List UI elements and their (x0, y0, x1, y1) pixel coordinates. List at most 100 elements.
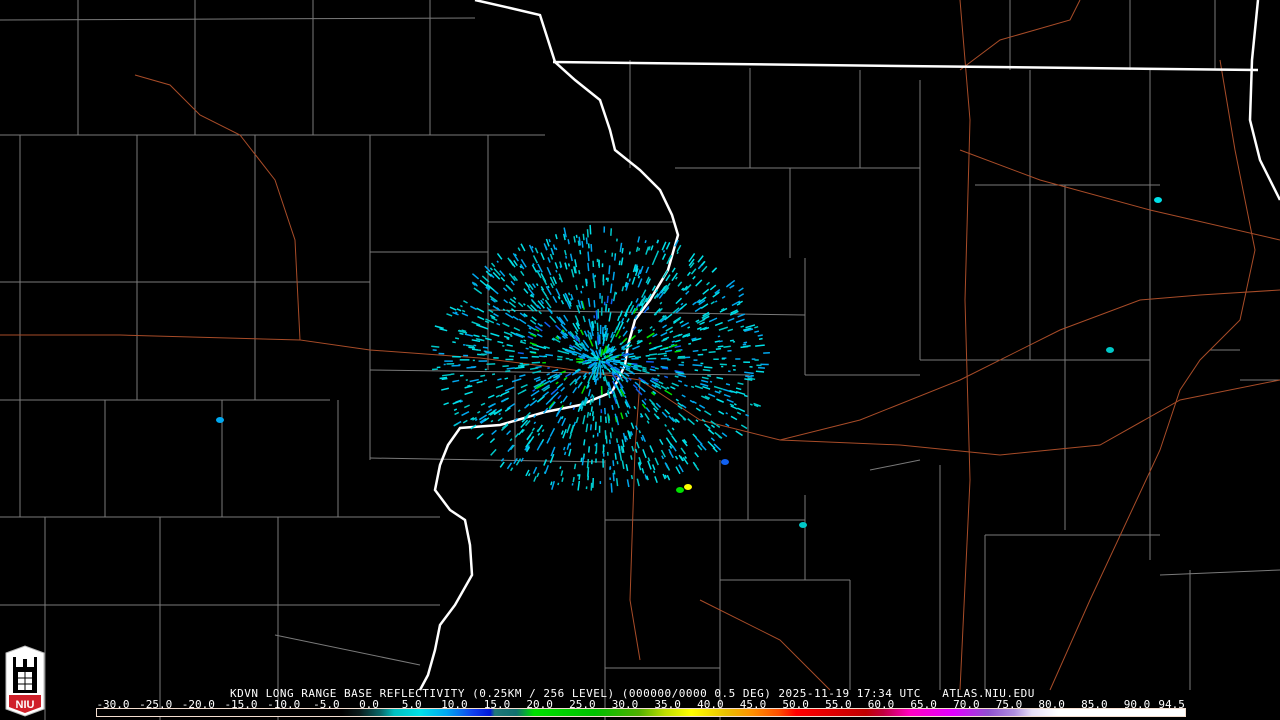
echo (664, 474, 668, 479)
echo (490, 448, 497, 456)
echo (493, 268, 501, 277)
echo (613, 326, 618, 334)
echo (622, 337, 628, 343)
echo (567, 292, 571, 296)
echo (671, 435, 678, 443)
echo (528, 283, 534, 291)
echo (580, 406, 584, 412)
echo (653, 382, 658, 386)
echo (563, 314, 569, 322)
echo (620, 412, 624, 420)
echo (552, 276, 558, 285)
echo (634, 268, 639, 276)
echo (710, 420, 717, 426)
echo (682, 285, 688, 292)
echo (625, 352, 634, 357)
echo (646, 278, 652, 285)
echo (652, 407, 658, 413)
echo (738, 300, 744, 305)
echo (692, 301, 697, 306)
echo (651, 377, 657, 381)
echo (668, 415, 675, 423)
echo (489, 411, 496, 416)
echo (540, 379, 547, 384)
echo (441, 387, 449, 391)
echo (514, 366, 525, 370)
echo (585, 423, 589, 433)
echo (678, 412, 687, 421)
echo (677, 373, 687, 378)
echo (466, 366, 476, 369)
echo (754, 325, 759, 329)
echo (608, 348, 617, 355)
echo (589, 224, 592, 235)
echo (439, 376, 448, 380)
echo (528, 244, 534, 253)
echo (630, 422, 635, 430)
echo (624, 344, 633, 350)
echo (625, 304, 631, 314)
echo (619, 342, 622, 346)
echo (475, 338, 485, 342)
echo (569, 433, 572, 439)
echo (618, 446, 621, 451)
echo (543, 345, 550, 349)
echo (572, 322, 579, 332)
echo (697, 296, 707, 304)
echo (636, 339, 640, 343)
niu-logo: NIU (5, 645, 45, 717)
echo (634, 364, 642, 367)
echo (527, 473, 531, 477)
echo (529, 294, 533, 298)
echo (674, 455, 679, 460)
echo (619, 242, 623, 253)
echo (490, 332, 500, 337)
echo (707, 440, 716, 449)
echo (613, 254, 617, 261)
echo (597, 363, 600, 368)
echo (702, 311, 710, 317)
echo (603, 355, 607, 358)
echo (479, 417, 487, 424)
echo (558, 277, 561, 280)
echo (655, 402, 662, 408)
echo (661, 338, 668, 343)
echo (541, 288, 548, 297)
echo (524, 404, 529, 409)
echo (518, 318, 527, 325)
echo (607, 308, 610, 313)
echo (647, 460, 652, 470)
echo (742, 327, 752, 331)
echo (587, 251, 590, 262)
echo (513, 333, 524, 339)
echo (654, 367, 659, 370)
echo (687, 326, 691, 329)
echo (492, 271, 501, 280)
echo (556, 316, 564, 325)
echo (674, 350, 681, 353)
echo (582, 372, 587, 378)
echo (537, 269, 541, 273)
echo (696, 299, 701, 304)
echo (622, 326, 626, 330)
echo (624, 395, 627, 399)
echo (512, 315, 519, 321)
echo (510, 280, 515, 286)
echo (607, 368, 612, 373)
echo (615, 478, 619, 487)
echo (554, 262, 559, 269)
echo (629, 304, 635, 313)
echo (578, 355, 586, 359)
echo (708, 393, 716, 398)
echo-cell (721, 459, 729, 465)
echo (605, 354, 610, 358)
echo (653, 295, 657, 299)
colorbar-tick-label: 60.0 (867, 698, 895, 711)
echo (640, 436, 644, 441)
echo (442, 373, 452, 377)
echo (535, 365, 542, 369)
echo (643, 305, 650, 314)
echo (532, 388, 536, 392)
echo (485, 286, 490, 291)
colorbar-tick-label: 70.0 (953, 698, 980, 711)
